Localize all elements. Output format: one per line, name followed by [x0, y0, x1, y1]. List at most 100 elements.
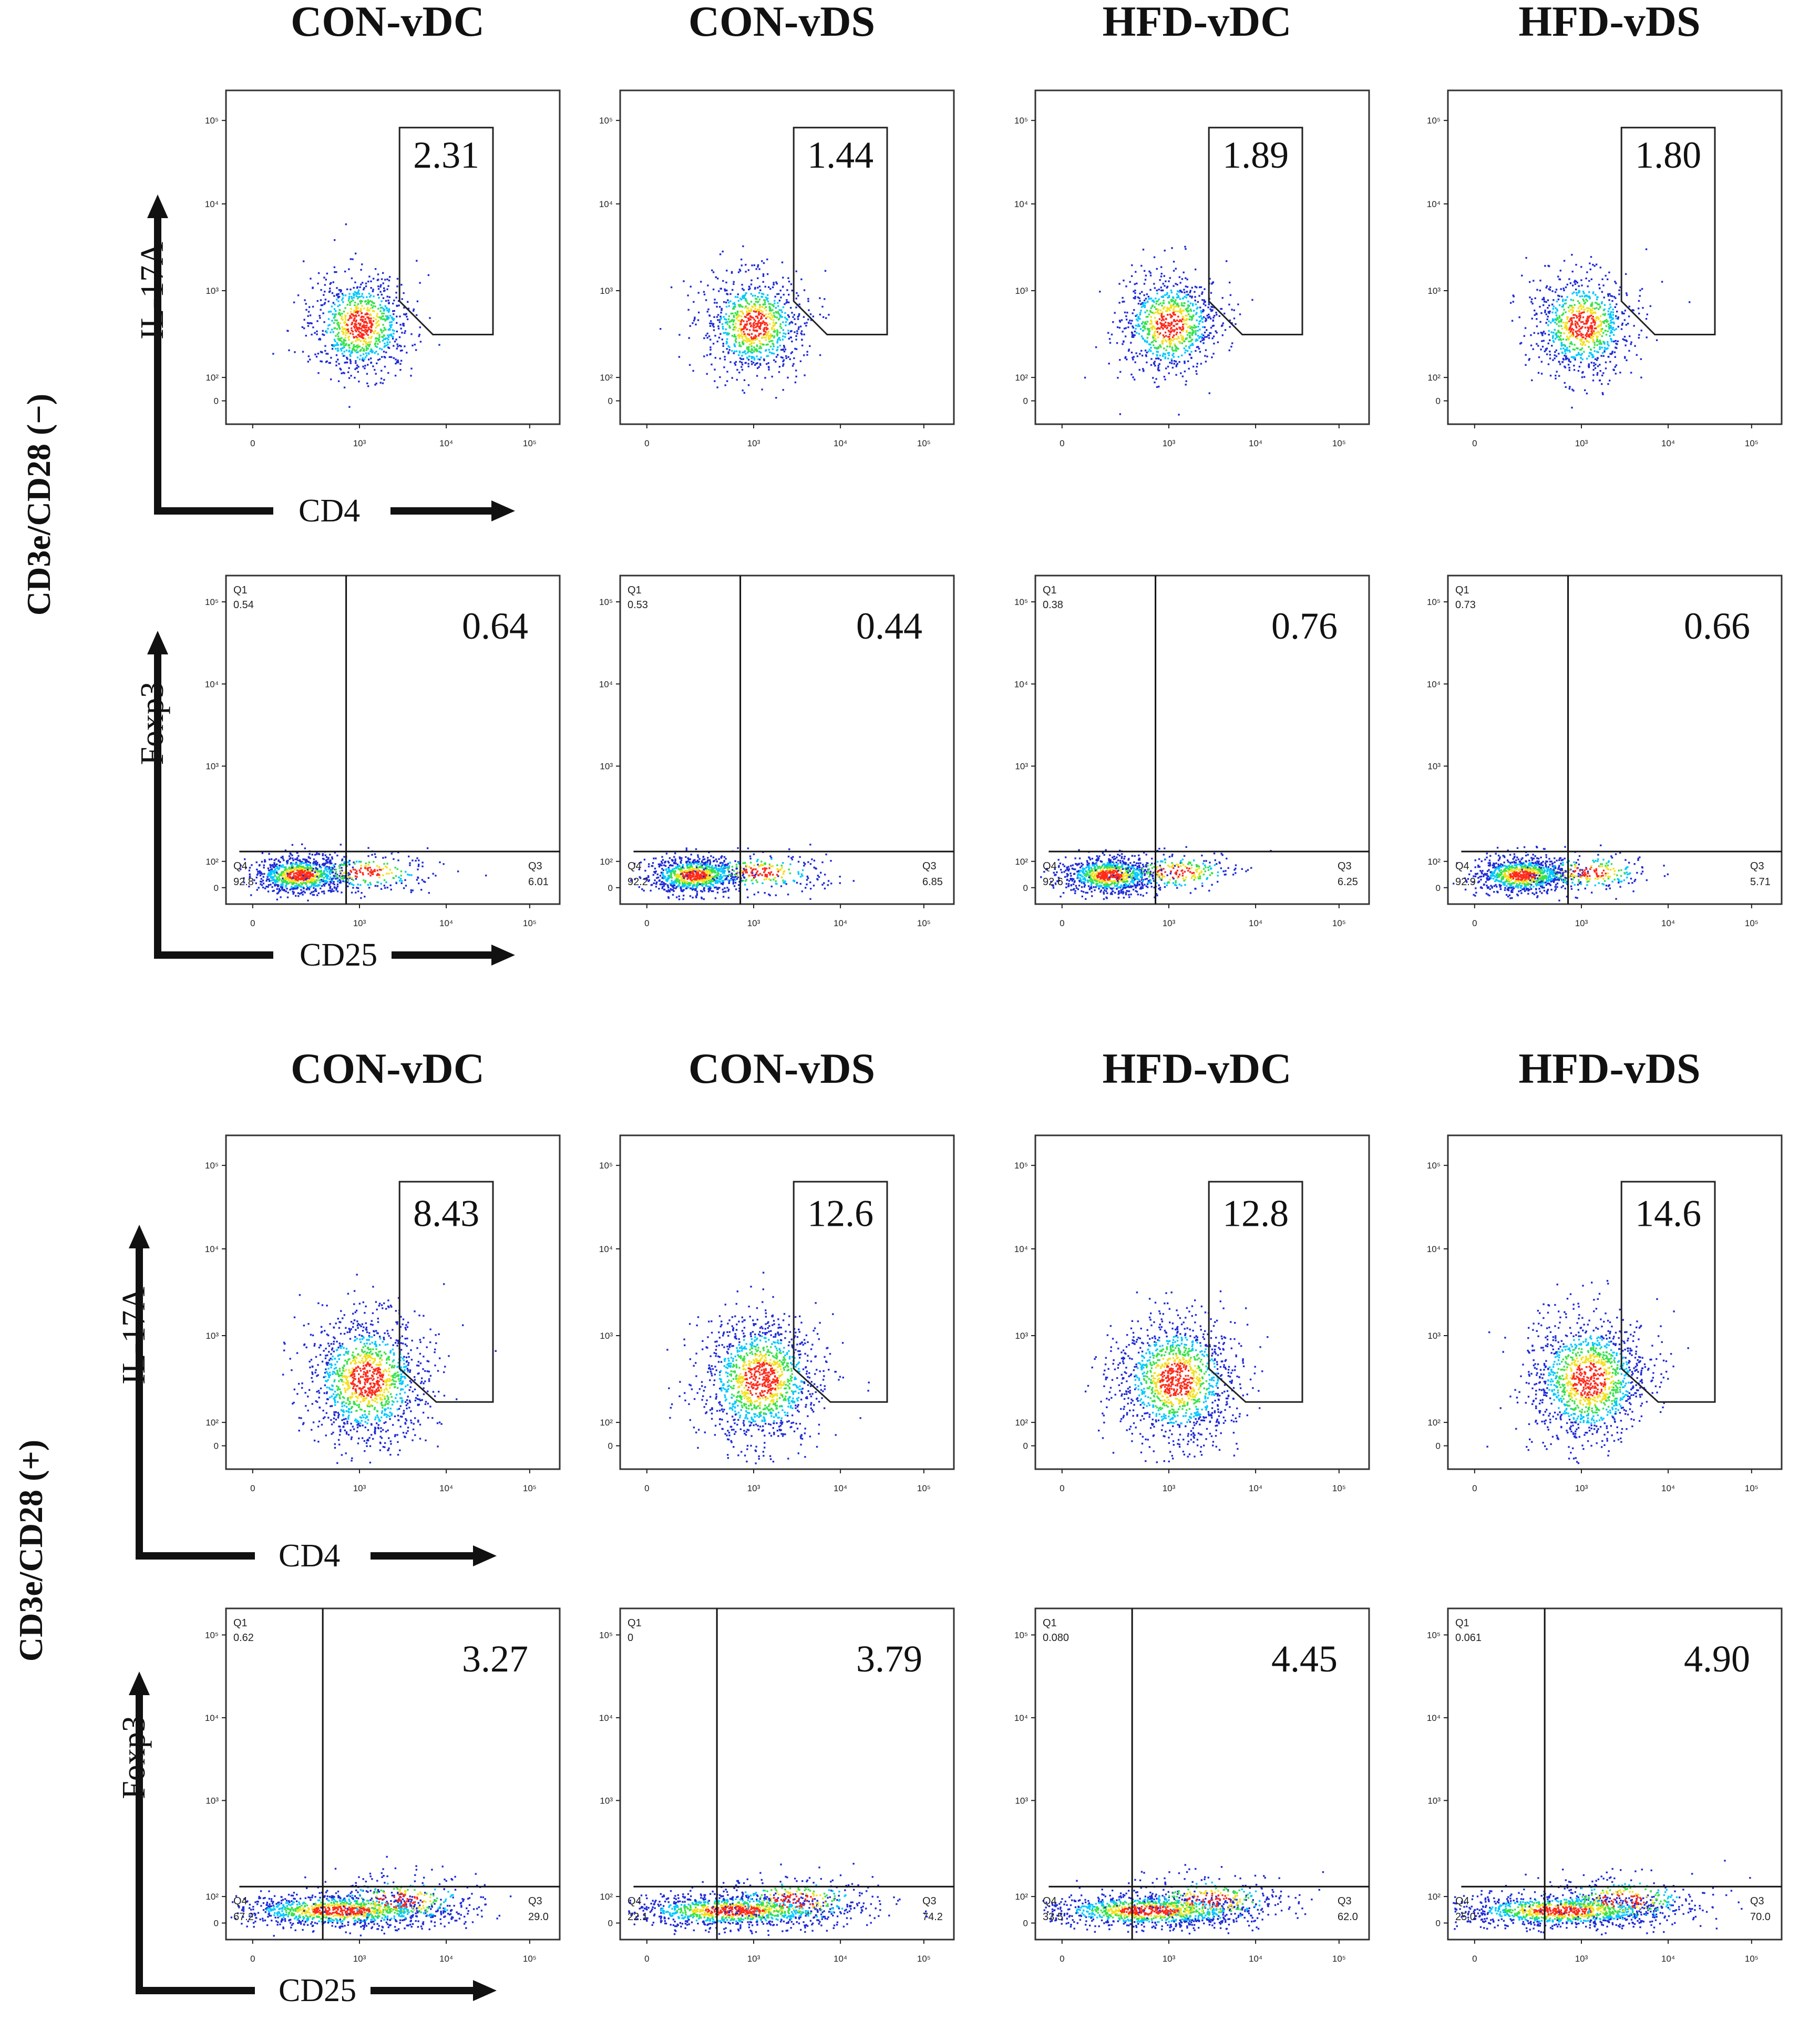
event-point [370, 317, 372, 319]
event-point [336, 320, 338, 321]
event-point [385, 315, 387, 317]
event-point [396, 331, 398, 332]
event-point [349, 304, 351, 306]
event-point [383, 288, 385, 289]
event-point [343, 345, 345, 346]
event-point [741, 362, 743, 363]
event-point [728, 325, 730, 327]
event-point [377, 359, 379, 361]
x-tick-label: 10⁵ [917, 438, 931, 448]
event-point [741, 259, 742, 260]
event-point [328, 311, 330, 313]
event-point [758, 313, 759, 315]
event-point [388, 347, 390, 349]
event-point [828, 314, 829, 315]
event-point [710, 320, 712, 322]
event-point [794, 318, 795, 320]
event-point [359, 358, 361, 360]
event-point [356, 311, 358, 312]
event-point [774, 316, 776, 317]
event-point [383, 282, 384, 284]
event-point [763, 358, 765, 360]
event-point [772, 316, 774, 318]
event-point [323, 276, 325, 278]
event-point [309, 358, 311, 360]
y-tick-label: 0 [214, 396, 219, 406]
event-point [338, 289, 340, 291]
event-point [765, 350, 766, 352]
event-point [790, 283, 792, 285]
event-point [782, 365, 784, 366]
event-point [373, 320, 374, 322]
x-tick-label: 0 [644, 438, 649, 448]
event-point [705, 335, 707, 336]
event-point [319, 317, 321, 319]
event-point [348, 351, 350, 352]
event-point [352, 300, 354, 301]
x-tick-label: 10⁵ [523, 438, 537, 448]
event-point [342, 293, 343, 294]
event-point [388, 280, 390, 281]
event-point [387, 334, 388, 336]
event-point [737, 311, 738, 312]
event-point [784, 336, 786, 337]
event-point [748, 334, 750, 335]
event-point [363, 287, 365, 289]
event-point [355, 311, 356, 313]
il17a-plot-con-vdc: 010²10³10⁴10⁵0 10³ 10⁴ 10⁵2.31 [205, 90, 560, 448]
event-point [384, 335, 385, 336]
event-point [334, 339, 335, 341]
event-point [380, 382, 382, 384]
event-point [347, 324, 348, 326]
event-point [371, 304, 372, 306]
event-point [351, 327, 352, 329]
event-point [735, 361, 737, 363]
y-axis-arrowhead [147, 631, 168, 654]
event-point [747, 340, 749, 342]
event-point [314, 332, 315, 334]
event-point [707, 311, 708, 312]
event-point [721, 308, 723, 310]
event-point [683, 280, 684, 282]
event-point [362, 347, 363, 348]
event-point [698, 292, 700, 293]
event-point [377, 343, 378, 345]
event-point [355, 253, 356, 254]
event-point [800, 325, 801, 327]
event-point [742, 245, 744, 247]
event-point [386, 279, 388, 280]
event-point [688, 337, 690, 339]
event-point [748, 303, 750, 305]
event-point [410, 333, 412, 335]
event-point [324, 345, 326, 347]
event-point [764, 324, 766, 325]
event-point [800, 332, 802, 334]
event-point [375, 319, 377, 320]
event-point [693, 301, 694, 303]
event-point [728, 302, 729, 303]
event-point [330, 283, 331, 285]
event-point [386, 289, 388, 290]
event-point [342, 298, 344, 299]
event-point [382, 340, 384, 342]
event-point [383, 379, 385, 381]
event-point [393, 345, 394, 346]
event-point [767, 294, 768, 296]
event-point [367, 313, 368, 315]
event-point [819, 354, 821, 356]
event-point [779, 325, 781, 327]
event-point [341, 337, 342, 339]
event-point [354, 377, 355, 378]
event-point [352, 322, 353, 323]
event-point [772, 286, 774, 288]
event-point [365, 352, 367, 354]
event-point [755, 320, 756, 322]
y-tick-label: 10² [205, 373, 219, 383]
event-point [769, 323, 770, 325]
event-point [732, 289, 733, 291]
event-point [362, 320, 363, 322]
event-point [754, 264, 755, 266]
event-point [406, 352, 407, 353]
event-point [310, 314, 311, 316]
